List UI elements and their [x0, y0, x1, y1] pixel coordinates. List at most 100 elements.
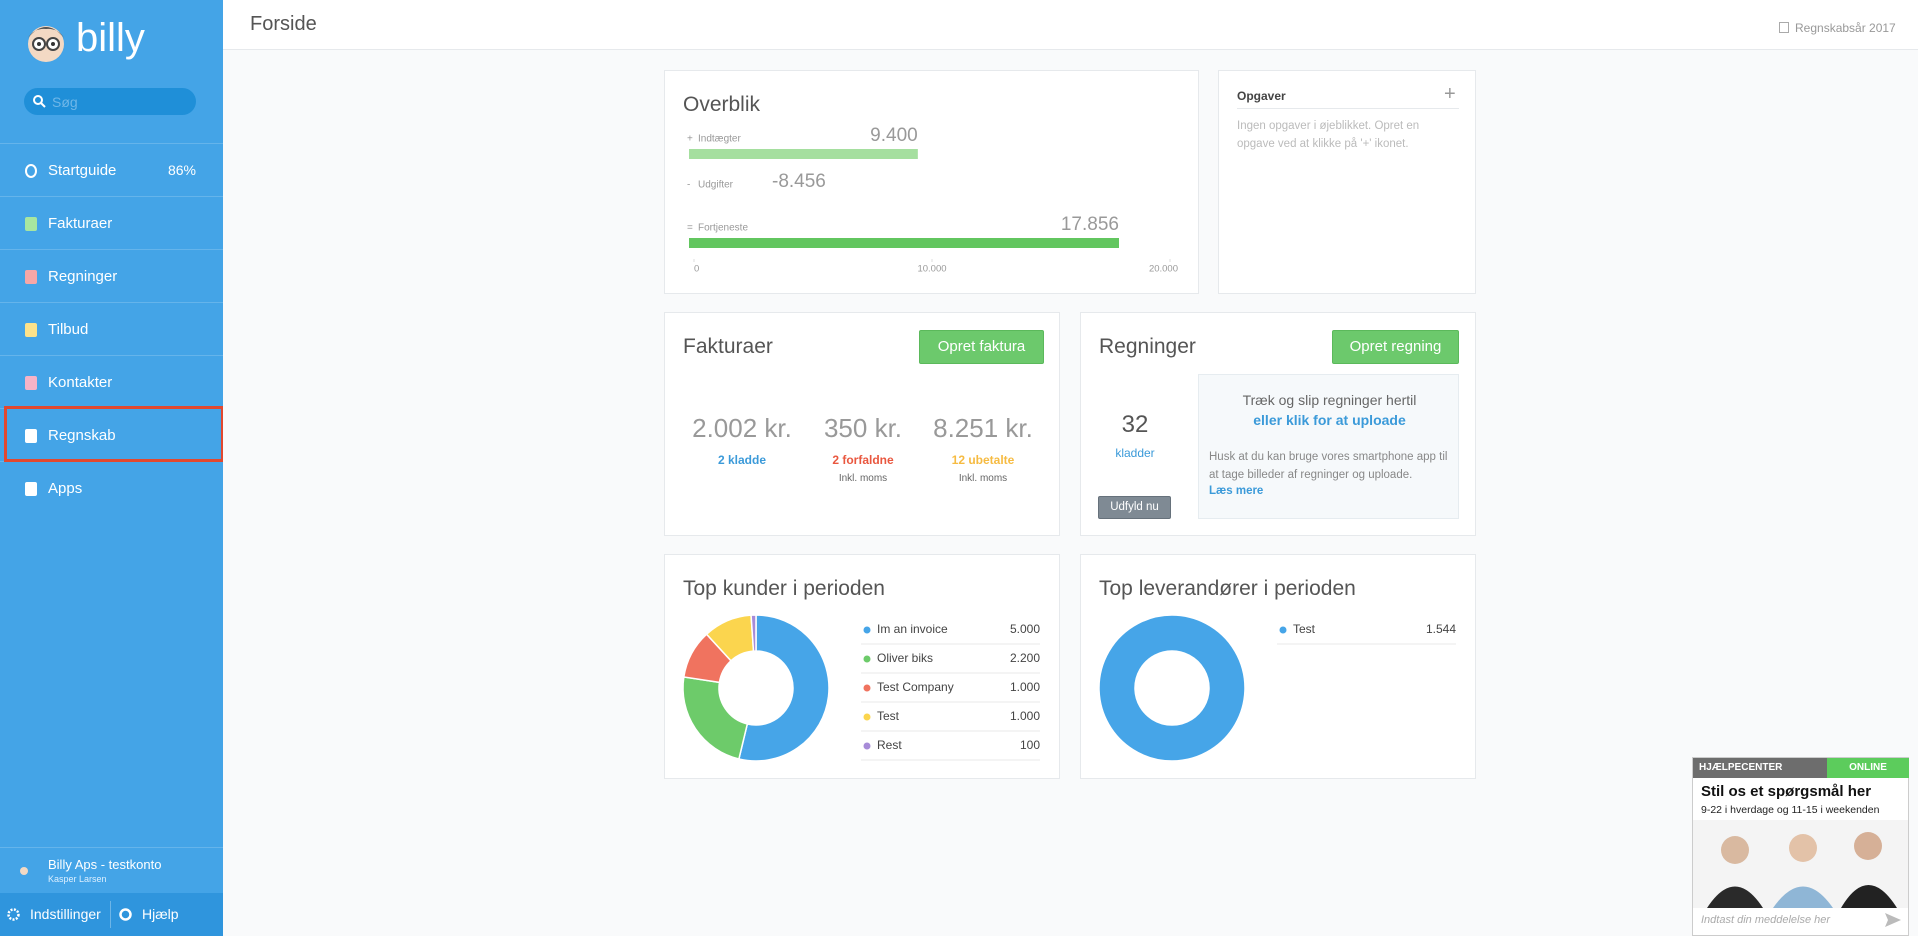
- help-title: Stil os et spørgsmål her: [1701, 783, 1872, 800]
- row-sign: =: [687, 223, 693, 234]
- send-icon[interactable]: [1885, 913, 1901, 927]
- nav-icon: [25, 482, 37, 496]
- legend-value: 100: [1020, 738, 1040, 752]
- nav-icon: [25, 429, 37, 443]
- tasks-card: Opgaver + Ingen opgaver i øjeblikket. Op…: [1218, 70, 1476, 294]
- row-value: 17.856: [1061, 214, 1119, 235]
- highlight-box: [4, 406, 224, 462]
- stat-amount: 2.002 kr.: [692, 413, 792, 443]
- legend-value: 1.000: [1010, 680, 1040, 694]
- logo-text: billy: [76, 16, 145, 60]
- create-bill-button[interactable]: Opret regning: [1332, 330, 1459, 364]
- nav-label: Startguide: [48, 162, 117, 179]
- draft-count: 32: [1121, 411, 1149, 438]
- legend-name: Im an invoice: [877, 622, 948, 636]
- search-box[interactable]: Søg: [24, 88, 196, 115]
- logo-mascot: [28, 26, 64, 62]
- row-sign: +: [687, 134, 693, 145]
- top-suppliers-card: Top leverandører i perioden Test 1.544: [1080, 554, 1476, 779]
- tasks-empty: Ingen opgaver i øjeblikket. Opret en opg…: [1237, 120, 1420, 150]
- bar: [694, 238, 1119, 248]
- donut-slice: [1098, 614, 1246, 762]
- nav-badge: 86%: [167, 162, 196, 178]
- settings-icon: [7, 908, 20, 921]
- draft-count-label: kladder: [1115, 446, 1155, 460]
- drop-title: Træk og slip regninger hertil: [1242, 392, 1417, 408]
- row-sign: -: [687, 180, 690, 191]
- nav-label: Fakturaer: [48, 215, 113, 232]
- legend-name: Rest: [877, 738, 902, 752]
- help-photo: [1693, 820, 1908, 908]
- help-widget[interactable]: HJÆLPECENTER ONLINE Stil os et spørgsmål…: [1692, 757, 1909, 936]
- donut-slice: [737, 614, 830, 762]
- nav-item[interactable]: Regninger: [0, 249, 223, 302]
- row-label: Udgifter: [698, 180, 734, 191]
- card-title: Top leverandører i perioden: [1099, 577, 1356, 600]
- card-title: Regninger: [1099, 335, 1196, 358]
- bills-card: Regninger Opret regning 32 kladder Udfyl…: [1080, 312, 1476, 536]
- invoices-card: Fakturaer Opret faktura 2.002 kr. 2 kladd…: [664, 312, 1060, 536]
- help-label: HJÆLPECENTER: [1693, 758, 1827, 778]
- card-title: Overblik: [683, 93, 761, 116]
- sidebar-footer: Indstillinger Hjælp: [0, 893, 223, 936]
- dropzone[interactable]: Træk og slip regninger hertil eller klik…: [1198, 374, 1459, 519]
- legend-dot: [863, 713, 871, 721]
- drop-text: Husk at du kan bruge vores smartphone ap…: [1209, 451, 1448, 481]
- legend-value: 1.000: [1010, 709, 1040, 723]
- nav-item[interactable]: Fakturaer: [0, 196, 223, 249]
- add-task[interactable]: +: [1444, 83, 1456, 105]
- legend-name: Test: [1293, 622, 1316, 636]
- legend-value: 1.544: [1426, 622, 1456, 636]
- stat-label: 2 kladde: [717, 453, 767, 467]
- settings-link[interactable]: Indstillinger: [30, 906, 101, 922]
- nav-label: Regnskab: [48, 427, 116, 444]
- nav-icon: [25, 164, 37, 178]
- search-icon: [33, 95, 46, 108]
- account-icon: [20, 867, 28, 875]
- nav-item[interactable]: Kontakter: [0, 355, 223, 408]
- legend-value: 2.200: [1010, 651, 1040, 665]
- stat-label: 2 forfaldne: [832, 453, 894, 467]
- legend-dot: [863, 684, 871, 692]
- calendar-icon: [1779, 22, 1789, 33]
- row-label: Indtægter: [698, 134, 741, 145]
- account-user: Kasper Larsen: [48, 874, 107, 884]
- nav-label: Tilbud: [48, 321, 89, 338]
- row-value: 9.400: [870, 125, 918, 146]
- help-link[interactable]: Hjælp: [142, 906, 179, 922]
- read-more[interactable]: Læs mere: [1209, 485, 1264, 497]
- drop-link[interactable]: eller klik for at uploade: [1253, 412, 1406, 428]
- fiscal-year[interactable]: Regnskabsår 2017: [1795, 21, 1896, 35]
- nav-item[interactable]: Apps: [0, 461, 223, 514]
- card-title: Top kunder i perioden: [683, 577, 885, 600]
- overview-chart: + Indtægter 9.400 - Udgifter -8.456 = Fortjenes…: [687, 125, 1178, 275]
- page-title: Forside: [250, 13, 317, 35]
- stat-amount: 350 kr.: [823, 413, 903, 443]
- nav-label: Apps: [48, 480, 83, 497]
- legend-dot: [1279, 626, 1287, 634]
- nav-icon: [25, 270, 37, 284]
- account[interactable]: Billy Aps - testkonto Kasper Larsen: [0, 847, 223, 884]
- stat-label: 12 ubetalte: [951, 453, 1015, 467]
- account-name: Billy Aps - testkonto: [48, 857, 162, 872]
- fill-button[interactable]: Udfyld nu: [1098, 496, 1171, 519]
- help-input[interactable]: Indtast din meddelelse her: [1701, 914, 1831, 926]
- sidebar: billy Søg Startguide 86% Fakturaer Regninge…: [0, 0, 224, 936]
- x-tick-label: 0: [694, 264, 699, 275]
- create-invoice-button[interactable]: Opret faktura: [919, 330, 1044, 364]
- x-tick-label: 10.000: [917, 264, 946, 275]
- search-placeholder: Søg: [52, 94, 78, 110]
- card-title: Fakturaer: [683, 335, 773, 358]
- donut-slice: [682, 676, 749, 760]
- nav-item[interactable]: Startguide 86%: [0, 143, 223, 196]
- help-hours: 9-22 i hverdage og 11-15 i weekenden: [1701, 804, 1880, 816]
- row-label: Fortjeneste: [698, 223, 748, 234]
- nav-icon: [25, 217, 37, 231]
- header: Forside Regnskabsår 2017: [223, 0, 1918, 50]
- legend-name: Test Company: [877, 680, 954, 694]
- legend-dot: [863, 742, 871, 750]
- nav-item[interactable]: Tilbud: [0, 302, 223, 355]
- stat-note: Inkl. moms: [838, 473, 888, 484]
- help-icon: [119, 908, 132, 921]
